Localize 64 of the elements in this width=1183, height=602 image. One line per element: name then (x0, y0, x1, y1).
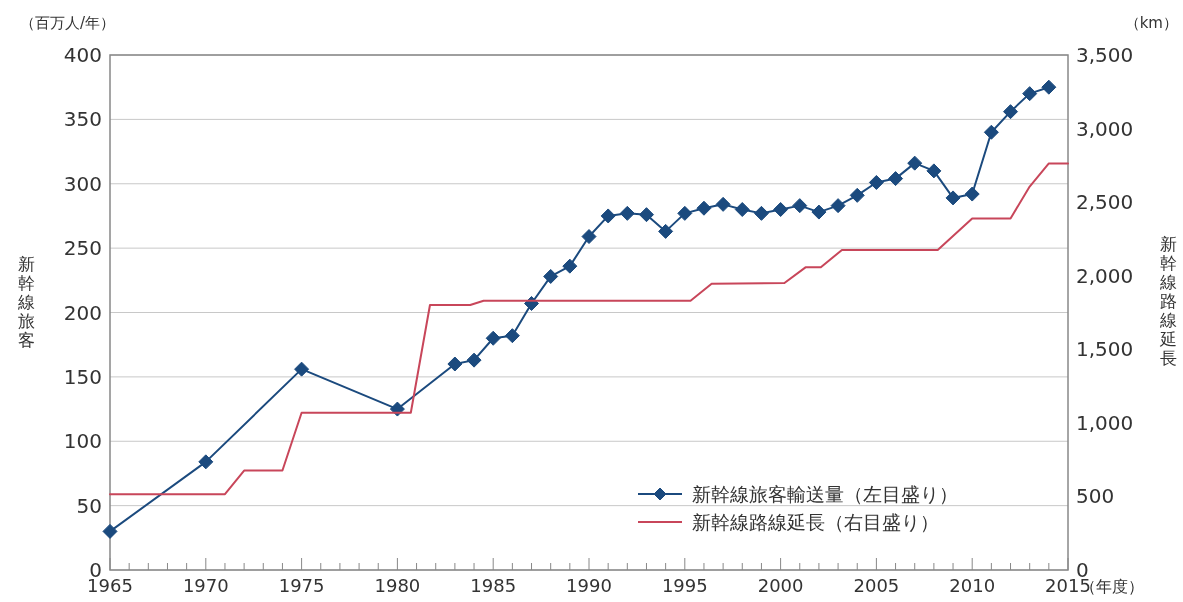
y-tick-label: 50 (76, 493, 102, 518)
y-tick-label: 100 (63, 429, 102, 454)
y2-tick-label: 2,500 (1076, 190, 1134, 215)
y2-tick-label: 500 (1076, 484, 1115, 509)
x-tick-label: 1980 (374, 575, 421, 596)
y-tick-label: 200 (63, 300, 102, 325)
point (600, 208, 616, 224)
point (562, 258, 578, 274)
x-tick-label: 2010 (949, 575, 996, 596)
y2-tick-label: 1,500 (1076, 337, 1134, 362)
legend-label: 新幹線路線延長（右目盛り） (692, 511, 939, 533)
x-tick-label: 2005 (853, 575, 900, 596)
y2-axis-title: 新幹線路線延長 (1158, 234, 1177, 368)
y-tick-label: 400 (63, 43, 102, 67)
point (658, 223, 674, 239)
point (811, 204, 827, 220)
x-tick-label: 2000 (757, 575, 804, 596)
y-axis-title: 新幹線旅客 (16, 254, 35, 350)
legend-label: 新幹線旅客輸送量（左目盛り） (692, 483, 958, 505)
point (638, 207, 654, 223)
point (926, 163, 942, 179)
y2-tick-label: 1,000 (1076, 410, 1134, 435)
y-tick-label: 350 (63, 107, 102, 132)
point (198, 454, 214, 470)
point (1003, 104, 1019, 120)
point (907, 155, 923, 171)
point (715, 196, 731, 212)
y2-tick-label: 2,000 (1076, 263, 1134, 288)
y-tick-label: 250 (63, 236, 102, 261)
point (792, 198, 808, 214)
point (830, 198, 846, 214)
text: （百万人/年） (20, 14, 116, 32)
point (696, 200, 712, 216)
x-tick-label: 1975 (278, 575, 325, 596)
point (983, 124, 999, 140)
y2-tick-label: 3,000 (1076, 116, 1134, 141)
point (581, 229, 597, 245)
point (1041, 79, 1057, 95)
point (1022, 86, 1038, 102)
x-tick-label: 1985 (470, 575, 517, 596)
point (773, 202, 789, 217)
point (868, 174, 884, 190)
point (849, 187, 865, 203)
x-tick-label: 1995 (661, 575, 708, 596)
point (485, 330, 501, 346)
y-tick-label: 150 (63, 364, 102, 389)
point (945, 190, 961, 206)
point (734, 202, 750, 217)
point (294, 361, 310, 377)
x-tick-label: 1990 (566, 575, 612, 596)
point (964, 186, 980, 202)
point (447, 356, 463, 372)
text: （km） (1124, 14, 1178, 32)
point (504, 328, 520, 344)
point (888, 171, 904, 187)
point (619, 205, 635, 221)
point (677, 205, 693, 221)
point (102, 523, 118, 539)
point (543, 268, 559, 284)
point (753, 205, 769, 221)
point (466, 352, 482, 368)
y2-tick-label: 3,500 (1076, 43, 1134, 67)
x-tick-label: 1970 (182, 575, 229, 596)
y-tick-label: 300 (63, 171, 102, 196)
